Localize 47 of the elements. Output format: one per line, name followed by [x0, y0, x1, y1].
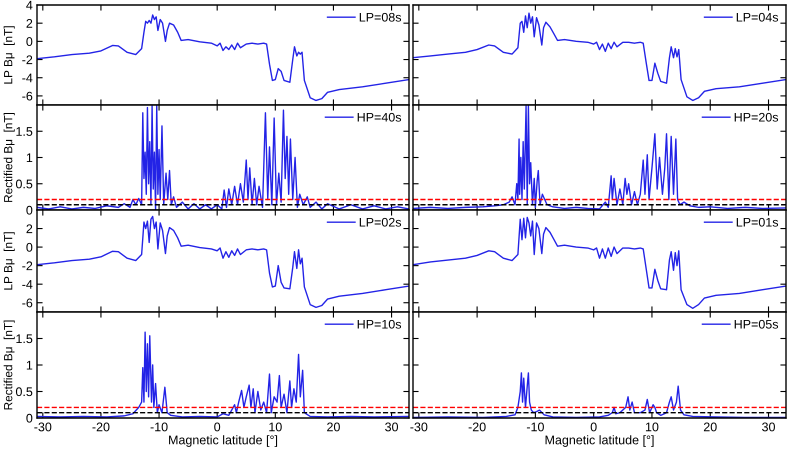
y-tick-label: -6 [22, 298, 32, 308]
x-tick-label: -30 [410, 422, 428, 432]
y-tick-label: 0 [26, 414, 32, 423]
y-tick-label: 0 [26, 242, 32, 252]
y-tick-label: 1.5 [16, 127, 32, 136]
x-tick-label: 20 [704, 422, 717, 432]
legend-label: HP=40s [358, 112, 402, 122]
x-tick-label: 30 [385, 422, 398, 432]
x-tick-label: 30 [762, 422, 775, 432]
x-tick-label: 0 [590, 422, 597, 432]
y-tick-label: 0 [26, 206, 32, 215]
y-tick-label: 1 [26, 360, 32, 370]
x-tick-label: 20 [327, 422, 340, 432]
x-tick-label: -30 [34, 422, 52, 432]
y-axis-title: LP Bμ [nT] [4, 232, 15, 290]
y-tick-label: -4 [22, 280, 32, 289]
y-tick-label: 0.5 [16, 387, 32, 396]
legend-label: LP=08s [360, 12, 402, 22]
legend-label: HP=05s [734, 320, 778, 329]
x-tick-label: 10 [646, 422, 658, 432]
y-tick-label: 0 [26, 37, 32, 46]
y-tick-label: 0.5 [16, 180, 32, 188]
x-axis-title: Magnetic latitude [°] [546, 435, 654, 447]
y-tick-label: 2 [26, 224, 32, 234]
x-tick-label: 10 [269, 422, 282, 432]
y-axis-title: Rectified Bμ [nT] [4, 112, 15, 202]
y-tick-label: -4 [22, 74, 32, 82]
y-axis-title: LP Bμ [nT] [4, 26, 15, 84]
x-axis-title: Magnetic latitude [°] [169, 435, 278, 447]
legend-label: HP=20s [734, 112, 778, 122]
x-tick-label: 0 [214, 422, 220, 432]
x-tick-label: -20 [468, 422, 486, 432]
y-tick-label: -6 [22, 92, 32, 101]
y-tick-label: 2 [26, 18, 32, 28]
x-tick-label: -10 [150, 422, 168, 432]
x-tick-label: -20 [92, 422, 110, 432]
legend-label: LP=02s [360, 218, 402, 227]
x-tick-label: -10 [526, 422, 544, 432]
y-tick-label: 1 [26, 153, 32, 162]
legend-label: HP=10s [358, 320, 402, 329]
y-tick-label: -2 [22, 55, 32, 64]
legend-label: LP=01s [736, 218, 778, 227]
y-axis-title: Rectified Bμ [nT] [4, 320, 15, 410]
legend-label: LP=04s [736, 12, 778, 22]
y-tick-label: 4 [26, 0, 32, 10]
y-tick-label: -2 [22, 261, 32, 270]
y-tick-label: 1.5 [16, 334, 32, 344]
